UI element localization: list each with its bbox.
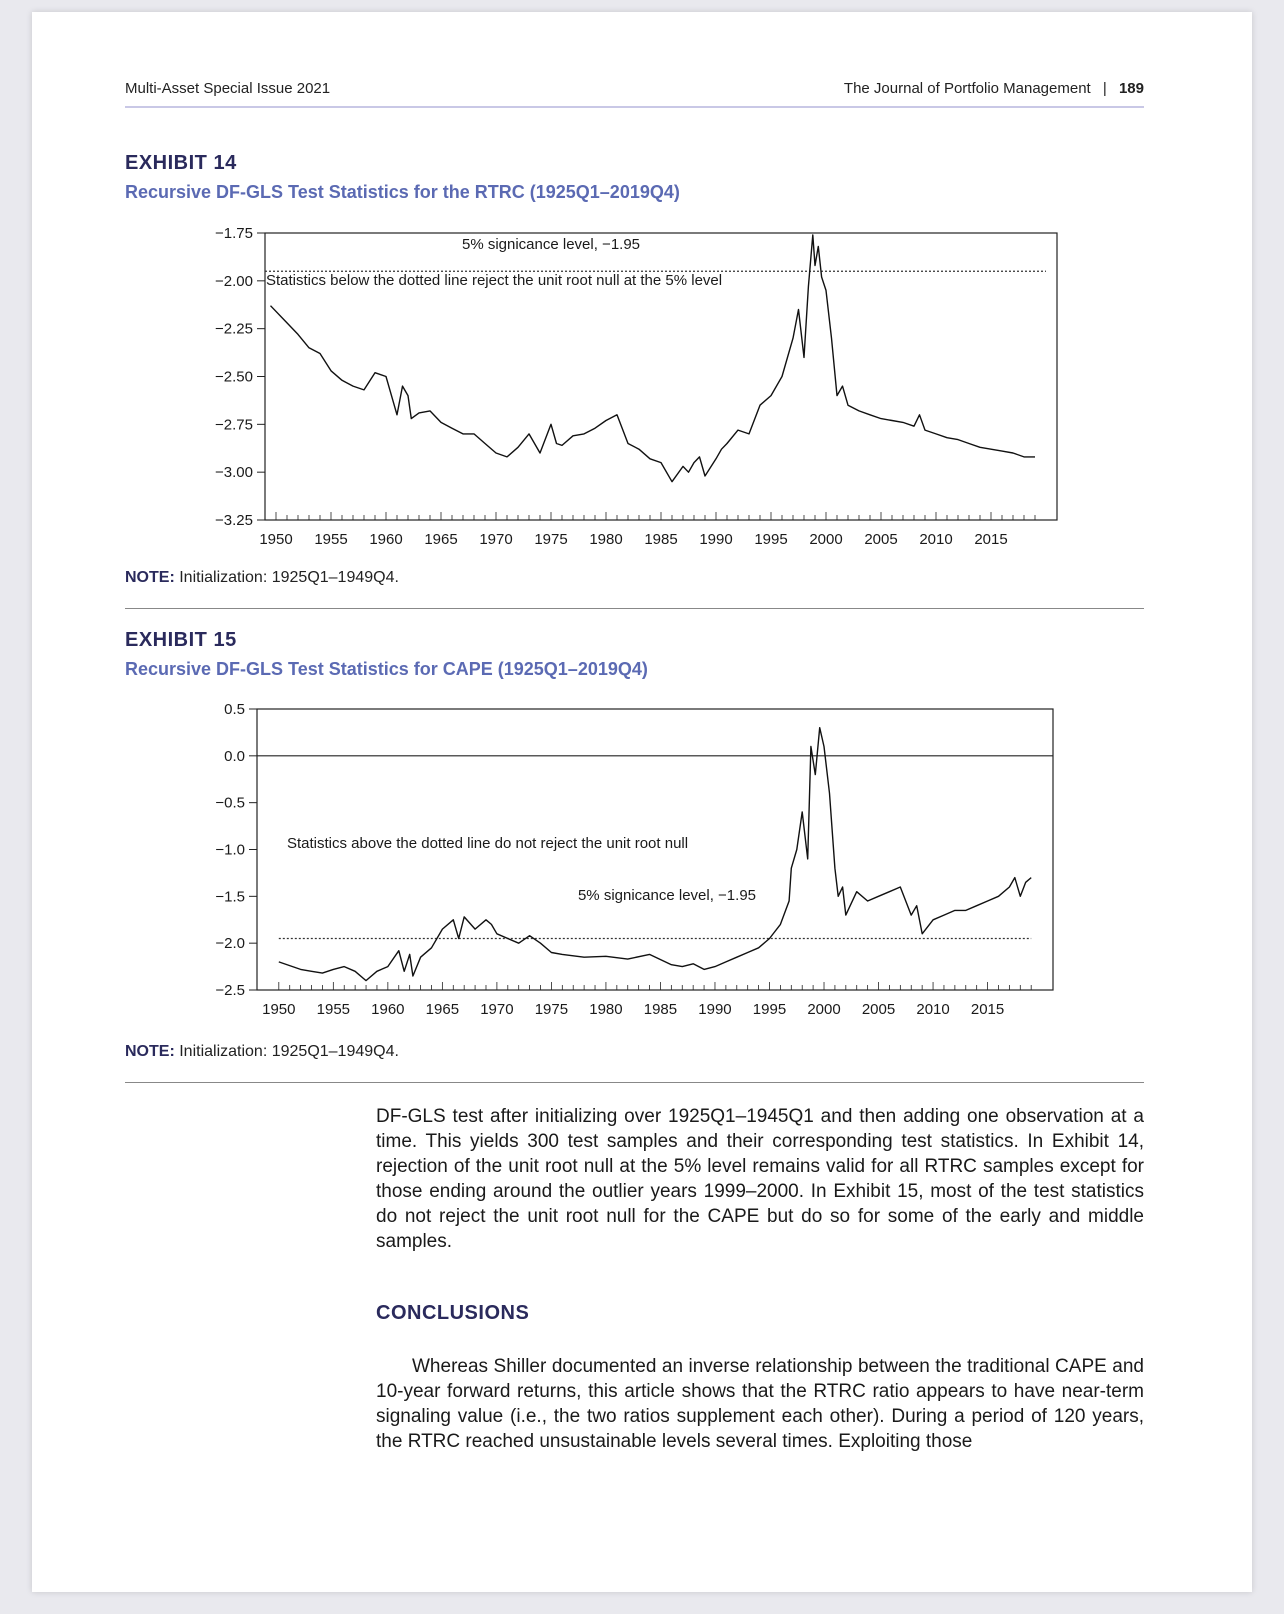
exhibit14-y-tick-label: −3.00 — [215, 464, 253, 481]
journal-name: The Journal of Portfolio Management — [843, 80, 1091, 97]
exhibit15-y-tick-label: −1.0 — [215, 842, 245, 859]
exhibit14-y-tick-label: −2.75 — [215, 416, 253, 433]
exhibit14-y-tick-label: −2.25 — [215, 321, 253, 338]
exhibit14-note: NOTE: Initialization: 1925Q1–1949Q4. — [125, 569, 399, 587]
exhibit14-x-tick-label: 2000 — [809, 531, 842, 548]
exhibit14-y-tick-label: −2.50 — [215, 369, 253, 386]
exhibit15-x-tick-label: 1975 — [535, 1001, 568, 1018]
exhibit15-rule — [125, 1082, 1144, 1083]
exhibit15-x-tick-label: 1980 — [589, 1001, 622, 1018]
exhibit14-annotation-1: 5% signicance level, −1.95 — [462, 236, 640, 253]
exhibit15-x-tick-label: 1965 — [426, 1001, 459, 1018]
exhibit14-x-tick-label: 2005 — [864, 531, 897, 548]
exhibit14-y-tick-label: −3.25 — [215, 512, 253, 529]
exhibit15-annotation-1: Statistics above the dotted line do not … — [287, 835, 688, 852]
exhibit14-x-tick-label: 1985 — [644, 531, 677, 548]
exhibit14-x-tick-label: 1965 — [424, 531, 457, 548]
header-rule — [125, 106, 1144, 108]
exhibit15-test-statistic-series — [278, 727, 1032, 982]
exhibit14-x-tick-label: 1975 — [534, 531, 567, 548]
exhibit14-x-tick-label: 2010 — [919, 531, 952, 548]
exhibit14-x-tick-label: 2015 — [974, 531, 1007, 548]
exhibit14-label: EXHIBIT 14 — [125, 152, 237, 174]
exhibit14-annotation-2: Statistics below the dotted line reject … — [266, 272, 722, 289]
exhibit15-chart: 0.5 0.0 −0.5 −1.0 −1.5 −2.0 −2.5 1950 1955 1960 19… — [215, 701, 1054, 1018]
exhibit14-rule — [125, 608, 1144, 609]
exhibit14-title: Recursive DF-GLS Test Statistics for the… — [125, 182, 680, 202]
page — [32, 12, 1252, 1592]
exhibit15-x-tick-label: 1995 — [753, 1001, 786, 1018]
exhibit15-x-tick-label: 2010 — [916, 1001, 949, 1018]
exhibit15-x-tick-label: 2005 — [862, 1001, 895, 1018]
body-paragraph-1: DF-GLS test after initializing over 1925… — [376, 1106, 1144, 1252]
exhibit15-x-tick-label: 2015 — [971, 1001, 1004, 1018]
exhibit15-y-tick-label: −0.5 — [215, 795, 245, 812]
exhibit15-title: Recursive DF-GLS Test Statistics for CAP… — [125, 659, 648, 679]
exhibit15-x-tick-label: 2000 — [807, 1001, 840, 1018]
exhibit14-chart: −1.75 −2.00 −2.25 −2.50 −2.75 −3.00 −3.25 1950 1… — [215, 225, 1058, 548]
header-separator: | — [1102, 80, 1107, 97]
exhibit14-x-tick-label: 1980 — [589, 531, 622, 548]
exhibit15-x-tick-label: 1970 — [480, 1001, 513, 1018]
conclusions-heading: CONCLUSIONS — [376, 1302, 530, 1324]
exhibit14-x-tick-label: 1970 — [479, 531, 512, 548]
running-header-journal: The Journal of Portfolio Management | 18… — [844, 80, 1144, 97]
exhibit15-x-tick-label: 1955 — [317, 1001, 350, 1018]
exhibit15-x-tick-label: 1985 — [644, 1001, 677, 1018]
exhibit15-note-text: Initialization: 1925Q1–1949Q4. — [174, 1043, 399, 1060]
exhibit14-x-tick-label: 1950 — [259, 531, 292, 548]
exhibit15-note-label: NOTE: — [125, 1043, 175, 1060]
exhibit14-x-tick-label: 1955 — [314, 531, 347, 548]
body-paragraph-2: Whereas Shiller documented an inverse re… — [376, 1356, 1144, 1452]
exhibit15-x-tick-label: 1990 — [698, 1001, 731, 1018]
exhibit14-note-label: NOTE: — [125, 569, 175, 586]
exhibit15-x-tick-label: 1950 — [262, 1001, 295, 1018]
exhibit14-test-statistic-series — [269, 234, 1035, 483]
exhibit15-y-tick-label: −2.5 — [215, 982, 245, 999]
exhibit15-x-tick-label: 1960 — [371, 1001, 404, 1018]
exhibit15-label: EXHIBIT 15 — [125, 629, 237, 651]
exhibit14-x-tick-label: 1960 — [369, 531, 402, 548]
exhibit15-note: NOTE: Initialization: 1925Q1–1949Q4. — [125, 1043, 399, 1061]
exhibit15-y-tick-label: 0.5 — [224, 701, 245, 718]
exhibit15-y-tick-label: −1.5 — [215, 888, 245, 905]
exhibit14-x-tick-label: 1990 — [699, 531, 732, 548]
exhibit14-x-tick-label: 1995 — [754, 531, 787, 548]
exhibit15-y-tick-label: 0.0 — [224, 748, 245, 765]
running-header-issue: Multi-Asset Special Issue 2021 — [125, 80, 331, 97]
exhibit14-y-tick-label: −1.75 — [215, 225, 253, 242]
exhibit14-y-tick-label: −2.00 — [215, 273, 253, 290]
exhibit14-note-text: Initialization: 1925Q1–1949Q4. — [174, 569, 399, 586]
exhibit15-y-tick-label: −2.0 — [215, 935, 245, 952]
exhibit15-annotation-2: 5% signicance level, −1.95 — [578, 887, 756, 904]
page-number: 189 — [1118, 80, 1144, 97]
